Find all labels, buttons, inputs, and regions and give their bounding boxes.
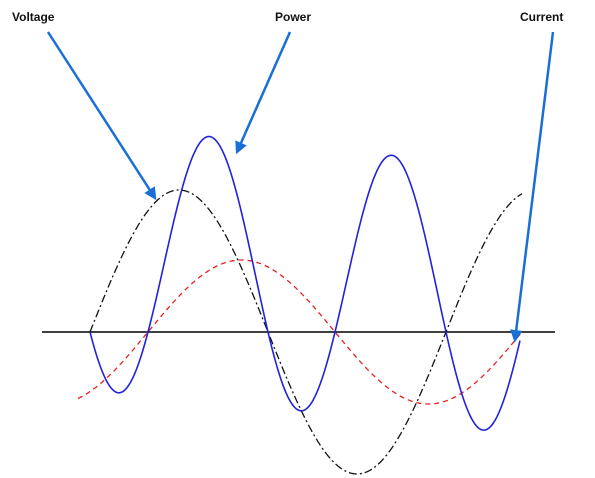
power-arrow xyxy=(235,31,292,155)
power-curve xyxy=(89,135,521,431)
voltage-label: Voltage xyxy=(12,10,55,24)
power-label: Power xyxy=(275,10,311,24)
voltage-curve xyxy=(89,189,523,475)
voltage-arrow xyxy=(46,31,157,201)
current-arrow xyxy=(510,31,555,343)
current-label: Current xyxy=(520,10,563,24)
current-curve xyxy=(77,259,523,405)
